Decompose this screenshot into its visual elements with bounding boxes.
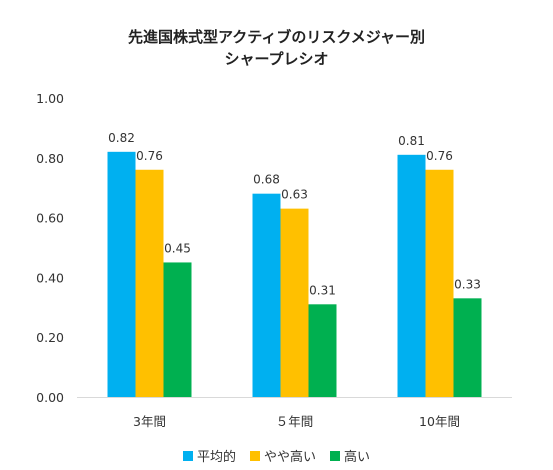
- data-label: 0.45: [164, 241, 191, 255]
- legend-label: やや高い: [263, 450, 316, 465]
- bar: [397, 154, 426, 397]
- bar-chart: 0.000.200.400.600.801.000.820.760.453年間0…: [36, 91, 512, 429]
- legend-label: 高い: [344, 450, 371, 465]
- y-tick-label: 1.00: [36, 91, 64, 106]
- y-tick-label: 0.40: [36, 270, 64, 285]
- data-label: 0.82: [108, 131, 135, 145]
- bar: [280, 208, 309, 397]
- bar: [135, 169, 164, 397]
- legend-swatch: [330, 450, 340, 461]
- chart-legend: 平均的 やや高い 高い: [0, 446, 553, 465]
- x-tick-label: 10年間: [419, 414, 460, 429]
- y-tick-label: 0.60: [36, 211, 64, 226]
- legend-item: やや高い: [249, 446, 316, 465]
- y-tick-label: 0.20: [36, 330, 64, 345]
- bar: [107, 151, 136, 397]
- bar: [163, 262, 192, 397]
- x-tick-label: 3年間: [133, 414, 166, 429]
- data-label: 0.81: [398, 134, 425, 148]
- y-tick-label: 0.80: [36, 151, 64, 166]
- data-label: 0.76: [136, 149, 163, 163]
- data-label: 0.76: [426, 149, 453, 163]
- data-label: 0.33: [454, 277, 481, 291]
- chart-subtitle: シャープレシオ: [224, 50, 329, 68]
- legend-swatch: [249, 450, 260, 461]
- bar: [453, 298, 482, 397]
- legend-item: 高い: [330, 446, 370, 465]
- legend-item: 平均的: [182, 446, 236, 465]
- chart-title: 先進国株式型アクティブのリスクメジャー別: [127, 28, 425, 46]
- y-tick-label: 0.00: [36, 390, 64, 405]
- data-label: 0.31: [309, 283, 336, 297]
- legend-swatch: [182, 450, 193, 461]
- data-label: 0.63: [281, 188, 308, 202]
- bar: [308, 304, 337, 397]
- data-label: 0.68: [253, 173, 280, 187]
- x-tick-label: ５年間: [276, 414, 314, 429]
- bar: [425, 169, 454, 397]
- bar: [252, 193, 281, 397]
- legend-label: 平均的: [196, 450, 236, 465]
